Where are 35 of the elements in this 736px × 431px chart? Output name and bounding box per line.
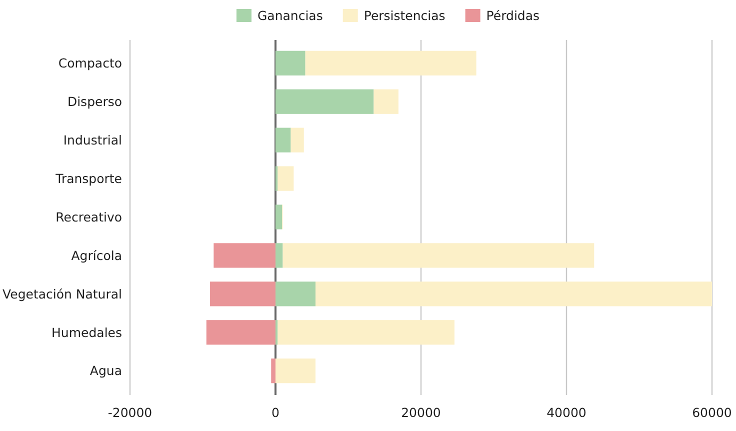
bar — [276, 243, 283, 268]
legend-label: Pérdidas — [486, 8, 540, 23]
y-tick-label: Humedales — [52, 324, 122, 340]
bar — [305, 50, 476, 76]
bar — [374, 89, 398, 114]
x-tick-label: 60000 — [692, 405, 732, 420]
y-tick-label: Vegetación Natural — [2, 286, 122, 302]
bar — [276, 204, 282, 230]
bar — [206, 320, 276, 345]
bar — [290, 128, 304, 152]
bar — [278, 320, 454, 345]
x-tick-label: 20000 — [401, 405, 441, 420]
legend-label: Ganancias — [257, 8, 323, 23]
y-tick-label: Compacto — [58, 56, 122, 71]
bar — [271, 358, 276, 384]
legend-label: Persistencias — [364, 8, 446, 23]
y-tick-label: Transporte — [54, 170, 122, 186]
bar — [276, 282, 316, 306]
bar — [210, 282, 276, 306]
x-tick-label: 0 — [272, 405, 280, 420]
y-tick-label: Recreativo — [56, 209, 122, 224]
y-tick-label: Industrial — [63, 132, 122, 148]
bar — [278, 166, 294, 191]
y-tick-label: Disperso — [67, 94, 122, 109]
bar — [276, 50, 306, 76]
bar — [276, 358, 316, 384]
bar — [282, 243, 594, 268]
y-tick-label: Agua — [90, 363, 122, 378]
x-tick-label: 40000 — [546, 405, 586, 420]
y-tick-label: Agrícola — [71, 248, 122, 263]
x-tick-label: -20000 — [108, 405, 152, 420]
bar — [316, 282, 712, 306]
bar — [276, 128, 291, 152]
bar — [276, 89, 374, 114]
bar — [214, 243, 276, 268]
